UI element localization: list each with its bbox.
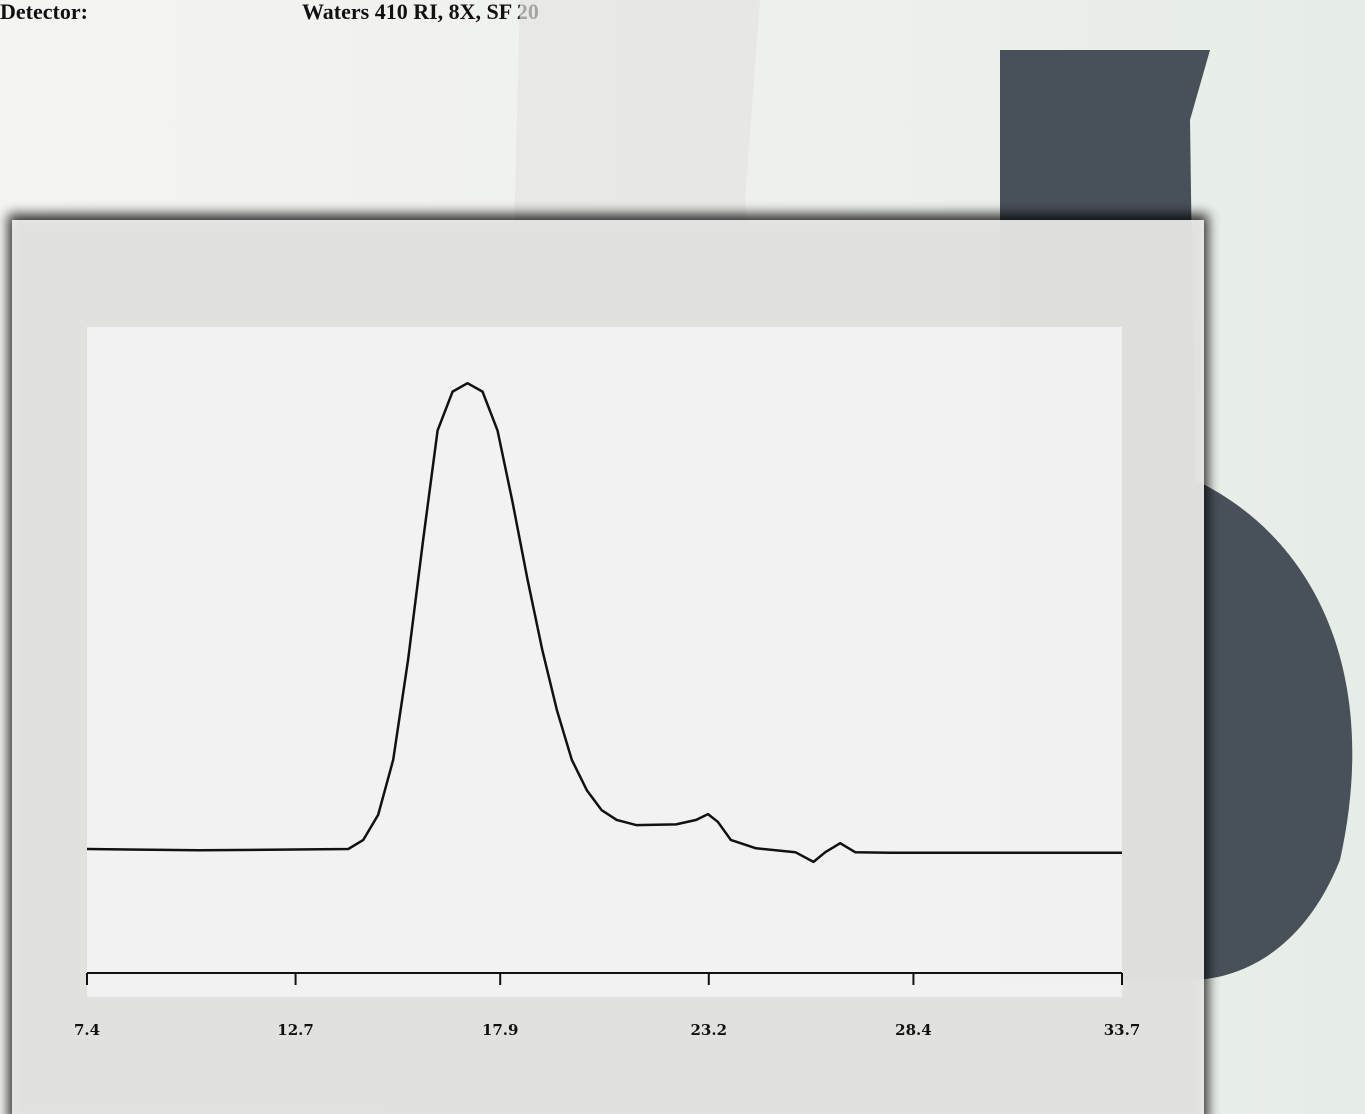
signal-line [86,381,1122,864]
detector-value: Waters 410 RI, 8X, SF 20 [302,0,539,24]
plot-area [87,327,1122,997]
x-tick-label: 33.7 [1104,1021,1141,1039]
detector-label: Detector: [0,0,88,24]
x-tick-label: 28.4 [895,1021,932,1039]
x-tick-label: 7.4 [74,1021,100,1039]
x-tick-label: 12.7 [277,1021,314,1039]
x-tick-label: 23.2 [691,1021,728,1039]
x-tick-label: 17.9 [482,1021,519,1039]
